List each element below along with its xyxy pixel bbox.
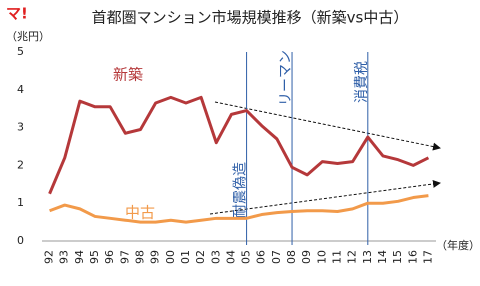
x-tick-label: 95 — [88, 250, 101, 264]
event-label: リーマン — [278, 50, 294, 106]
y-tick-label: 1 — [17, 196, 24, 209]
x-tick-label: 05 — [240, 250, 253, 264]
x-tick-label: 07 — [270, 250, 283, 264]
x-tick-label: 17 — [421, 250, 434, 264]
x-tick-label: 99 — [149, 250, 162, 264]
x-tick-label: 93 — [58, 250, 71, 264]
x-tick-label: 15 — [391, 250, 404, 264]
legend-label: 新築 — [113, 66, 143, 84]
series-line — [49, 194, 429, 224]
x-tick-label: 04 — [224, 250, 237, 264]
x-tick-label: 08 — [285, 250, 298, 264]
series-line — [48, 95, 430, 195]
x-tick-label: 16 — [406, 250, 419, 264]
y-tick-label: 3 — [17, 121, 24, 134]
y-tick-label: 4 — [17, 83, 24, 96]
event-label: 耐震偽造 — [233, 162, 249, 218]
trend-arrow — [214, 101, 441, 151]
x-tick-label: 01 — [179, 250, 192, 264]
logo: マ! — [6, 5, 28, 23]
x-tick-label: 14 — [376, 250, 389, 264]
y-axis-label: （兆円） — [6, 30, 50, 43]
x-tick-label: 96 — [103, 250, 116, 264]
y-tick-label: 0 — [17, 234, 24, 247]
x-tick-label: 13 — [361, 250, 374, 264]
x-tick-label: 03 — [209, 250, 222, 264]
x-tick-label: 06 — [255, 250, 268, 264]
x-tick-label: 98 — [134, 250, 147, 264]
event-label: 消費税 — [354, 61, 370, 103]
chart-title: 首都圏マンション市場規模推移（新築vs中古） — [92, 9, 409, 27]
trend-arrow — [209, 179, 441, 215]
x-tick-label: 12 — [346, 250, 359, 264]
y-tick-label: 5 — [17, 45, 24, 58]
x-tick-label: 92 — [43, 250, 56, 264]
x-tick-label: 00 — [164, 250, 177, 264]
x-tick-label: 10 — [315, 250, 328, 264]
x-tick-label: 11 — [331, 250, 344, 264]
x-tick-label: 97 — [118, 250, 131, 264]
x-tick-label: 02 — [194, 250, 207, 264]
x-axis-label: （年度） — [436, 238, 480, 252]
x-tick-label: 94 — [73, 250, 86, 264]
x-tick-label: 09 — [300, 250, 313, 264]
legend-label: 中古 — [125, 204, 155, 222]
y-tick-label: 2 — [17, 158, 24, 171]
